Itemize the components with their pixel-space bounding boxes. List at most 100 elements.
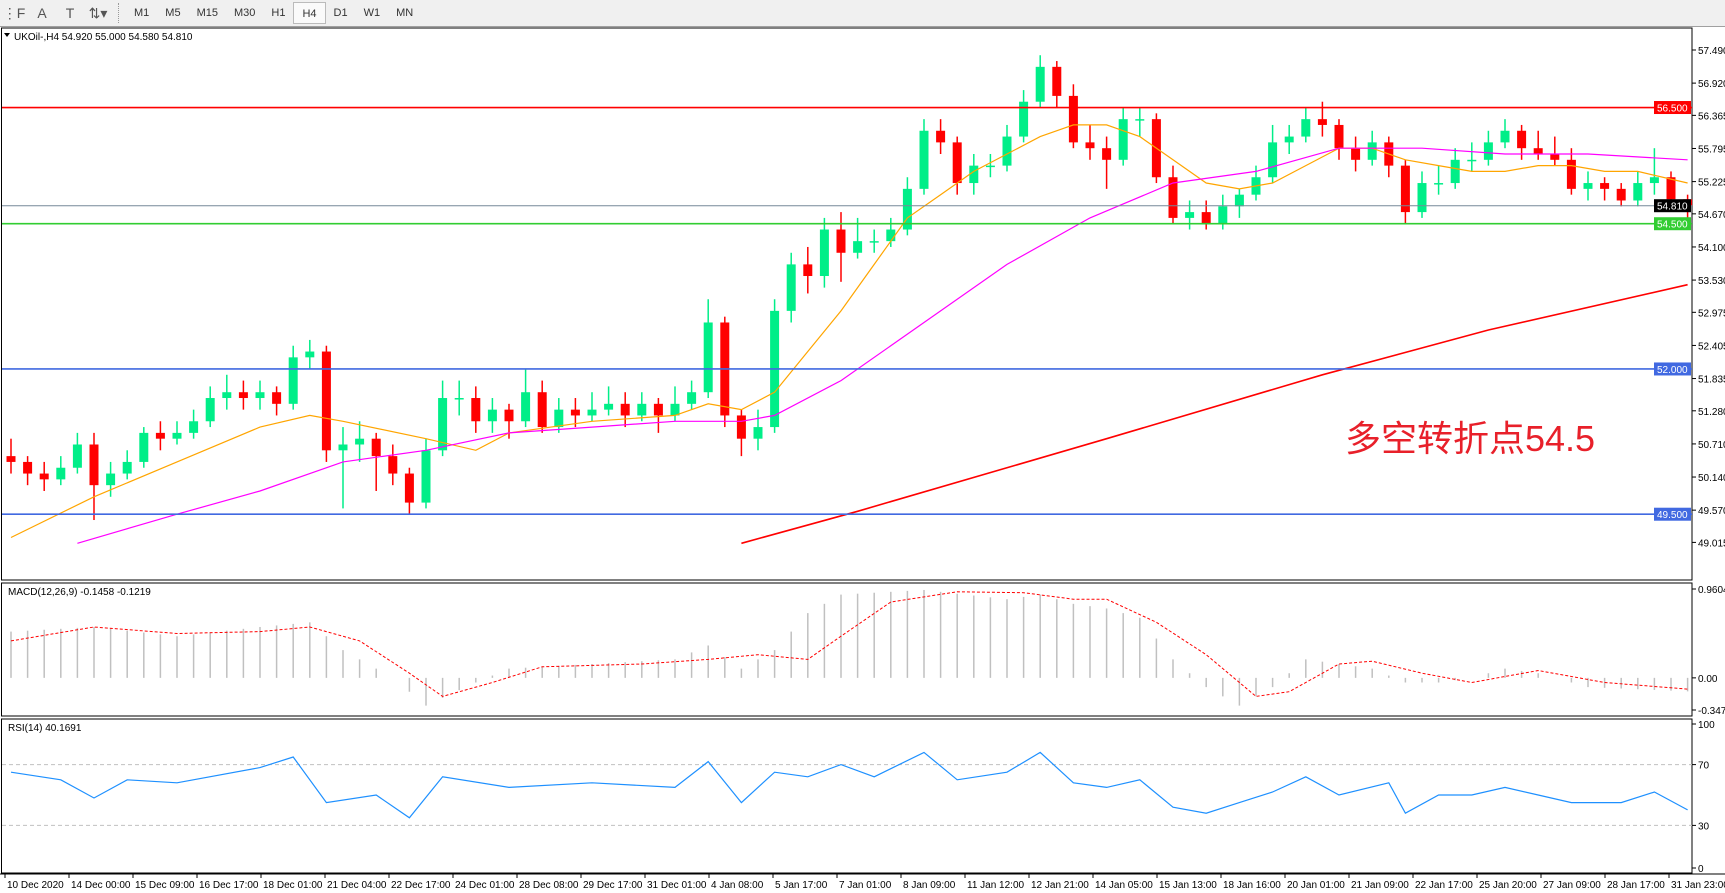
bull-candle[interactable]: [1268, 142, 1278, 178]
bear-candle[interactable]: [1517, 130, 1527, 149]
timeframe-m1-button[interactable]: M1: [134, 7, 150, 19]
bear-candle[interactable]: [89, 444, 99, 486]
bear-candle[interactable]: [836, 229, 846, 253]
bull-candle[interactable]: [637, 403, 647, 416]
bear-candle[interactable]: [238, 392, 248, 399]
bull-candle[interactable]: [521, 392, 531, 422]
timeframe-m30-button[interactable]: M30: [233, 7, 256, 19]
bear-candle[interactable]: [570, 409, 580, 416]
bull-candle[interactable]: [1467, 159, 1477, 162]
bull-candle[interactable]: [1417, 183, 1427, 213]
bull-candle[interactable]: [670, 403, 680, 416]
bear-candle[interactable]: [1168, 177, 1178, 218]
bear-candle[interactable]: [23, 461, 33, 474]
bear-candle[interactable]: [1550, 153, 1560, 160]
bull-candle[interactable]: [1019, 101, 1029, 137]
bull-candle[interactable]: [919, 130, 929, 189]
bear-candle[interactable]: [736, 415, 746, 439]
bear-candle[interactable]: [1400, 165, 1410, 213]
bear-candle[interactable]: [1616, 188, 1626, 201]
bear-candle[interactable]: [1085, 142, 1095, 149]
bear-candle[interactable]: [1334, 124, 1344, 149]
price-chart[interactable]: UKOil-,H4 54.920 55.000 54.580 54.810 57.…: [0, 27, 1725, 893]
bull-candle[interactable]: [1301, 119, 1311, 137]
bull-candle[interactable]: [753, 427, 763, 439]
bull-candle[interactable]: [122, 461, 132, 474]
bull-candle[interactable]: [902, 188, 912, 230]
bull-candle[interactable]: [139, 432, 149, 462]
bear-candle[interactable]: [803, 264, 813, 277]
bear-candle[interactable]: [155, 432, 165, 439]
bull-candle[interactable]: [205, 398, 215, 422]
bear-candle[interactable]: [371, 438, 381, 457]
bull-candle[interactable]: [1284, 136, 1294, 143]
bull-candle[interactable]: [1035, 66, 1045, 102]
bull-candle[interactable]: [1185, 212, 1195, 218]
bear-candle[interactable]: [952, 142, 962, 184]
bull-candle[interactable]: [1002, 136, 1012, 166]
bear-candle[interactable]: [1201, 212, 1211, 224]
bull-candle[interactable]: [1434, 183, 1444, 185]
bull-candle[interactable]: [189, 421, 199, 433]
bull-candle[interactable]: [886, 229, 896, 242]
bull-candle[interactable]: [1135, 119, 1145, 121]
bull-candle[interactable]: [703, 322, 713, 393]
bear-candle[interactable]: [1351, 148, 1361, 160]
bull-candle[interactable]: [786, 264, 796, 311]
bear-candle[interactable]: [1317, 119, 1327, 125]
timeframe-mn-button[interactable]: MN: [396, 7, 414, 19]
bear-candle[interactable]: [1102, 148, 1112, 160]
bull-candle[interactable]: [969, 165, 979, 184]
text-icon[interactable]: A: [37, 5, 47, 21]
bull-candle[interactable]: [288, 357, 298, 404]
bull-candle[interactable]: [604, 403, 614, 410]
bear-candle[interactable]: [471, 398, 481, 422]
bull-candle[interactable]: [438, 398, 448, 451]
bull-candle[interactable]: [421, 450, 431, 503]
timeframe-h1-button[interactable]: H1: [271, 7, 286, 19]
bear-candle[interactable]: [1566, 159, 1576, 189]
bear-candle[interactable]: [6, 456, 16, 462]
bull-candle[interactable]: [1500, 130, 1510, 143]
bull-candle[interactable]: [1367, 142, 1377, 160]
bull-candle[interactable]: [454, 398, 464, 400]
bull-candle[interactable]: [1649, 177, 1659, 184]
bull-candle[interactable]: [1633, 183, 1643, 201]
bear-candle[interactable]: [272, 392, 282, 404]
bear-candle[interactable]: [537, 392, 547, 428]
bull-candle[interactable]: [853, 241, 863, 253]
text-label-icon[interactable]: T: [65, 5, 75, 21]
bear-candle[interactable]: [1068, 95, 1078, 143]
bull-candle[interactable]: [819, 229, 829, 277]
bull-candle[interactable]: [355, 438, 365, 445]
bear-candle[interactable]: [39, 473, 49, 480]
fibonacci-fan-icon[interactable]: ⋮F: [2, 4, 26, 21]
bull-candle[interactable]: [587, 409, 597, 416]
bull-candle[interactable]: [1483, 142, 1493, 160]
bull-candle[interactable]: [554, 409, 564, 428]
arrows-icon[interactable]: ⇅▾: [88, 4, 108, 21]
timeframe-w1-button[interactable]: W1: [363, 7, 381, 19]
bull-candle[interactable]: [338, 444, 348, 451]
timeframe-h4-button[interactable]: H4: [293, 2, 326, 24]
bull-candle[interactable]: [106, 473, 116, 486]
bull-candle[interactable]: [869, 241, 879, 243]
bull-candle[interactable]: [687, 392, 697, 404]
bull-candle[interactable]: [1450, 159, 1460, 184]
bear-candle[interactable]: [1052, 66, 1062, 96]
bull-candle[interactable]: [72, 444, 82, 468]
bear-candle[interactable]: [404, 473, 414, 503]
bear-candle[interactable]: [388, 456, 398, 474]
bear-candle[interactable]: [620, 403, 630, 416]
bull-candle[interactable]: [487, 409, 497, 422]
bear-candle[interactable]: [653, 403, 663, 416]
timeframe-m5-button[interactable]: M5: [165, 7, 181, 19]
bear-candle[interactable]: [1600, 183, 1610, 189]
bear-candle[interactable]: [1533, 148, 1543, 154]
bull-candle[interactable]: [222, 392, 232, 399]
bull-candle[interactable]: [305, 351, 315, 358]
bull-candle[interactable]: [1583, 183, 1593, 189]
bear-candle[interactable]: [936, 130, 946, 143]
bull-candle[interactable]: [56, 467, 66, 480]
bear-candle[interactable]: [321, 351, 331, 451]
